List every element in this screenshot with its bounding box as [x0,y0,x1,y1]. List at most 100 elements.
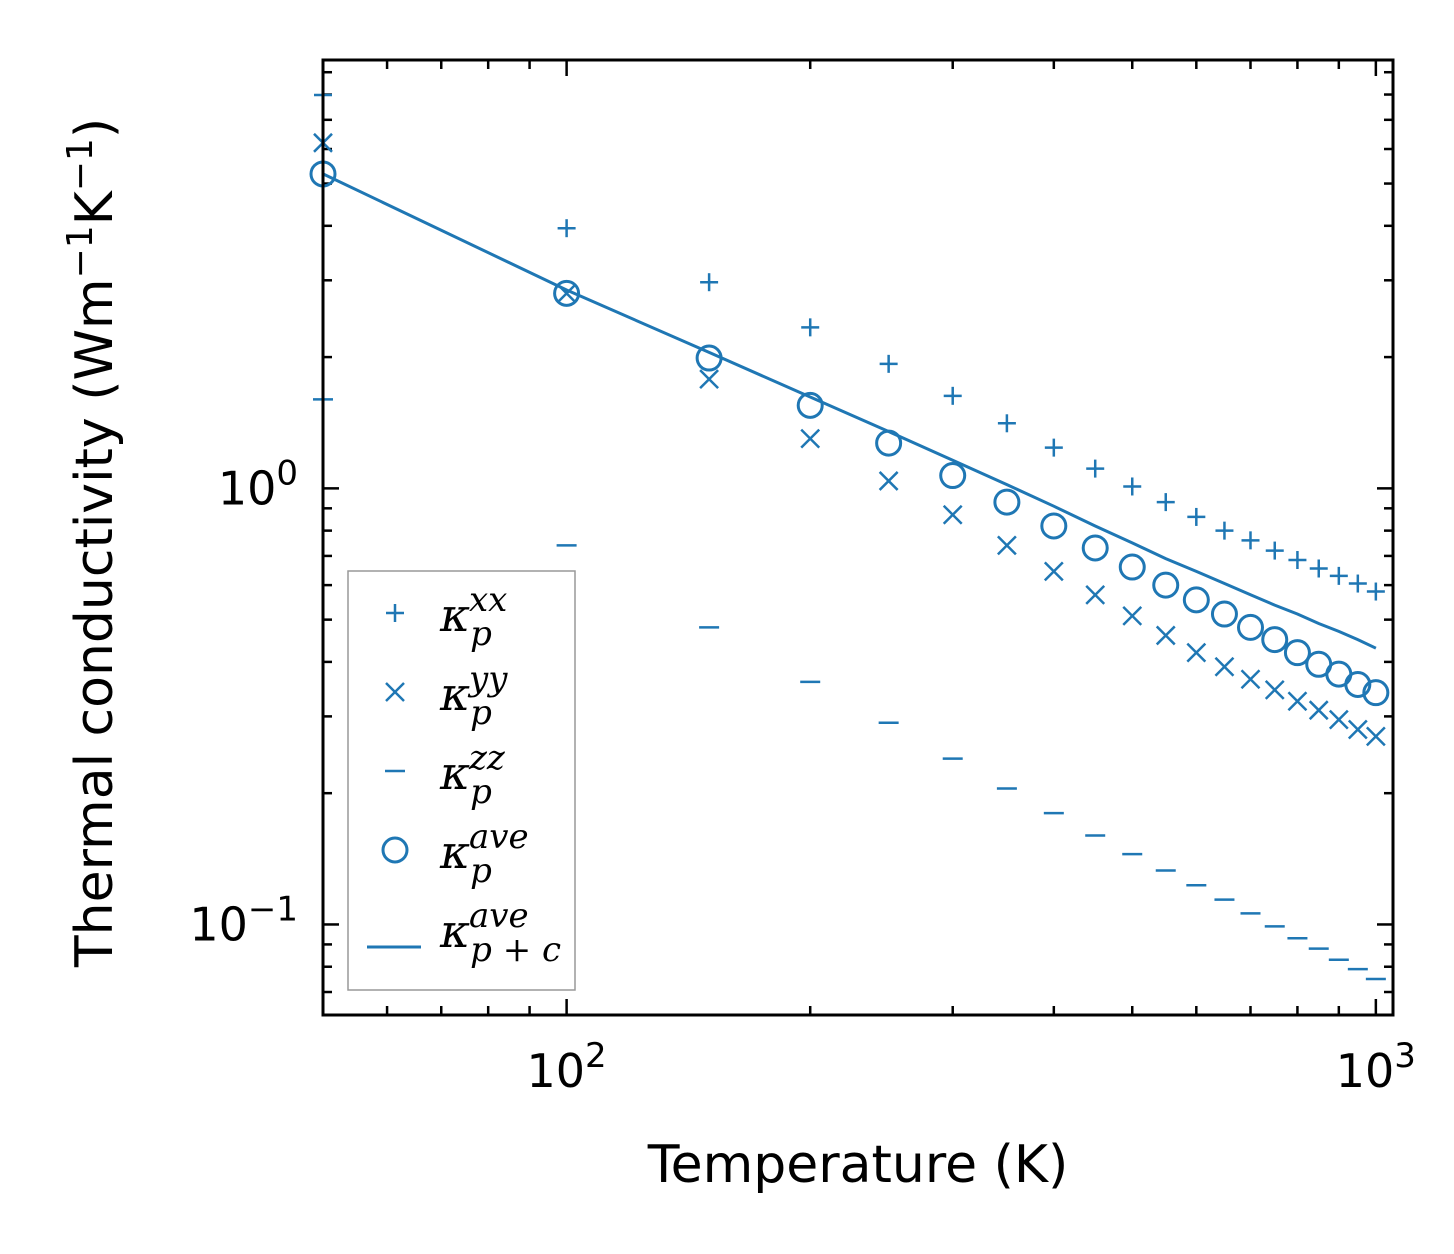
point-kappa_p_yy [1264,680,1285,700]
point-kappa_p_xx [1086,459,1105,478]
point-kappa_p_yy [878,471,899,491]
point-kappa_p_yy [1240,669,1261,690]
point-kappa_p_yy [997,535,1017,556]
point-kappa_p_yy-b [800,428,821,449]
point-kappa_p_xx [1288,551,1307,570]
point-kappa_p_ave [939,462,967,490]
point-kappa_p_ave [993,488,1021,516]
point-kappa_p_xx [997,414,1016,433]
series-kappa_pc_ave [322,172,1377,650]
x-tick-label: 102 [527,1036,607,1098]
point-kappa_p_yy [1347,719,1368,740]
legend-label: κpzz [439,738,506,812]
point-kappa_p_yy-b [1365,726,1386,747]
point-kappa_p_ave [553,279,581,307]
point-kappa_p_xx [557,219,576,238]
point-kappa_p_xx [1156,493,1175,512]
point-kappa_p_yy [1308,700,1329,721]
legend-marker-icon-b [385,682,405,702]
point-kappa_p_yy-b [1214,656,1235,677]
legend-item-kappa_p_xx: κpxx [386,580,507,654]
point-kappa_p_xx [1044,438,1063,457]
y-axis-label-mid: K [65,189,125,225]
plot-frame [321,58,1395,1017]
point-kappa_p_yy [800,428,821,449]
y-tick-label: 100 [218,453,298,515]
point-kappa_p_yy-b [1043,561,1064,582]
point-kappa_p_ave [1236,613,1264,641]
point-kappa_p_ave [796,391,824,419]
point-kappa_p_ave [1261,626,1289,654]
point-kappa_p_yy-b [997,535,1017,556]
y-axis-label-suffix: ) [65,118,125,138]
y-axis-label: Thermal conductivity (Wm−1K−1) [60,118,126,968]
point-kappa_p_xx [1309,559,1328,578]
point-kappa_p_yy-b [1155,625,1176,646]
point-kappa_p_ave [1362,679,1390,707]
point-kappa_p_yy-b [1328,709,1349,730]
legend-item-kappa_p_yy: κpyy [385,659,508,733]
line-kappa_pc_ave [322,172,1377,650]
point-kappa_p_yy-b [556,283,577,304]
point-kappa_p_xx [1215,521,1234,540]
series-kappa_p_zz [313,398,1386,981]
y-axis-label-sup2: −1 [60,138,101,191]
legend-marker-icon [385,682,405,702]
x-tick-label: 103 [1336,1036,1416,1098]
point-kappa_p_xx [1329,566,1348,585]
point-kappa_p_xx [1348,574,1367,593]
point-kappa_p_ave [1182,586,1210,614]
point-kappa_p_ave [1210,600,1238,628]
legend-label: κpave [439,817,529,891]
tick-labels: 102 103 10−1 100 [189,453,1416,1098]
point-kappa_p_yy-b [1287,691,1308,712]
x-axis-label: Temperature (K) [647,1135,1069,1195]
legend-label: κpyy [439,659,508,733]
y-axis-label-sup1: −1 [60,225,101,278]
point-kappa_p_yy [1186,642,1207,663]
point-kappa_p_yy-b [1085,584,1106,605]
point-kappa_p_yy-b [1122,606,1143,626]
point-kappa_p_yy [1214,656,1235,677]
point-kappa_p_xx [801,318,820,337]
point-kappa_p_xx [1366,582,1385,601]
point-kappa_p_xx [1241,531,1260,550]
point-kappa_p_xx [943,386,962,405]
point-kappa_p_yy [699,369,719,390]
point-kappa_p_xx [1123,477,1142,496]
legend-marker-icon [381,836,409,864]
point-kappa_p_ave [1081,534,1109,562]
point-kappa_p_yy [1365,726,1386,747]
legend-label: κp + cave [439,896,561,970]
y-tick-label: 10−1 [189,889,298,951]
series-kappa_p_xx [314,86,1385,601]
series-kappa_p_ave [309,160,1390,707]
point-kappa_p_yy [942,504,963,525]
point-kappa_p_yy-b [1240,669,1261,690]
point-kappa_p_ave [1118,553,1146,581]
point-kappa_p_ave [1344,671,1372,699]
point-kappa_p_yy-b [699,369,719,390]
point-kappa_p_yy [1155,625,1176,646]
point-kappa_p_ave [1283,639,1311,667]
legend-item-kappa_pc_ave: κp + cave [367,896,561,970]
point-kappa_p_yy-b [1264,680,1285,700]
point-kappa_p_xx [1265,541,1284,560]
legend-box [347,570,576,991]
y-axis-label-prefix: Thermal conductivity (Wm [65,278,125,968]
point-kappa_p_xx [700,273,719,292]
legend-item-kappa_p_ave: κpave [381,817,529,891]
data-series [309,86,1390,981]
legend-item-kappa_p_zz: κpzz [385,738,506,812]
point-kappa_p_ave [1040,512,1068,540]
legend-label: κpxx [439,580,507,654]
point-kappa_p_yy-b [1308,700,1329,721]
point-kappa_p_yy [1287,691,1308,712]
legend-marker-icon [386,604,404,622]
point-kappa_p_xx [1187,507,1206,526]
point-kappa_p_yy-b [942,504,963,525]
point-kappa_p_yy [1085,584,1106,605]
